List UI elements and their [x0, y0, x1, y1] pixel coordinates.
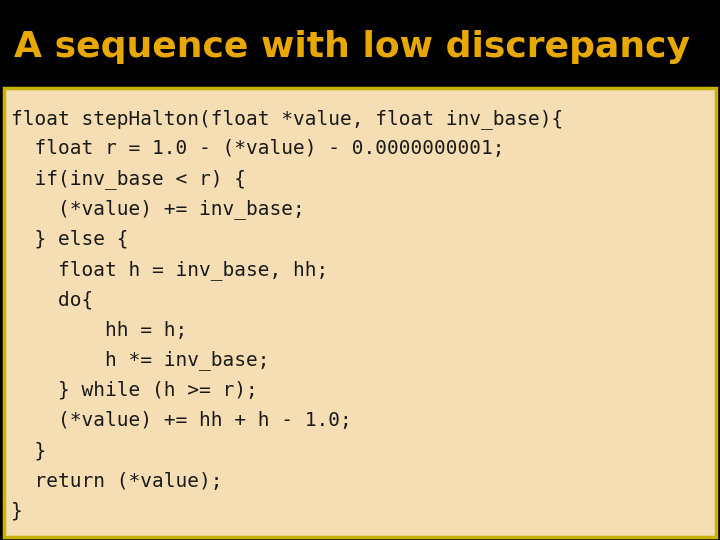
Text: } while (h >= r);: } while (h >= r); — [11, 381, 258, 400]
FancyBboxPatch shape — [4, 88, 716, 537]
Text: do{: do{ — [11, 291, 93, 309]
Text: A sequence with low discrepancy: A sequence with low discrepancy — [14, 30, 690, 64]
Text: float r = 1.0 - (*value) - 0.0000000001;: float r = 1.0 - (*value) - 0.0000000001; — [11, 139, 504, 158]
Text: float stepHalton(float *value, float inv_base){: float stepHalton(float *value, float inv… — [11, 109, 563, 129]
Text: h *= inv_base;: h *= inv_base; — [11, 350, 269, 370]
Text: }: } — [11, 502, 22, 521]
Text: }: } — [11, 441, 46, 461]
Text: (*value) += hh + h - 1.0;: (*value) += hh + h - 1.0; — [11, 411, 351, 430]
Text: return (*value);: return (*value); — [11, 471, 222, 490]
Text: (*value) += inv_base;: (*value) += inv_base; — [11, 199, 305, 219]
Text: float h = inv_base, hh;: float h = inv_base, hh; — [11, 260, 328, 280]
Text: hh = h;: hh = h; — [11, 321, 187, 340]
Text: } else {: } else { — [11, 230, 128, 249]
Text: if(inv_base < r) {: if(inv_base < r) { — [11, 169, 246, 189]
